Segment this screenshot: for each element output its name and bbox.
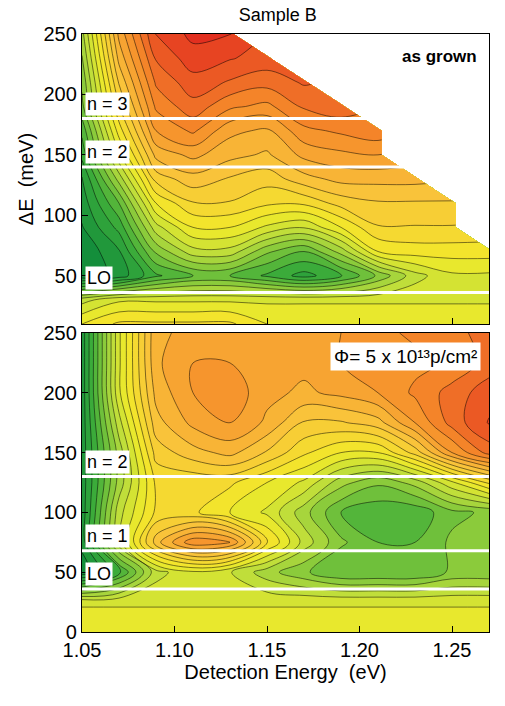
svg-text:n = 1: n = 1 <box>87 526 128 546</box>
svg-text:Sample B: Sample B <box>239 5 317 25</box>
svg-text:1.25: 1.25 <box>433 639 472 661</box>
svg-text:150: 150 <box>43 442 76 464</box>
svg-text:200: 200 <box>43 83 76 105</box>
svg-text:ΔE (meV): ΔE (meV) <box>15 133 37 225</box>
svg-text:1.05: 1.05 <box>63 639 102 661</box>
svg-text:n = 2: n = 2 <box>87 452 128 472</box>
svg-text:LO: LO <box>87 268 111 288</box>
svg-text:as grown: as grown <box>402 47 477 66</box>
svg-text:150: 150 <box>43 144 76 166</box>
svg-text:250: 250 <box>43 322 76 344</box>
svg-text:n = 2: n = 2 <box>87 142 128 162</box>
svg-text:100: 100 <box>43 204 76 226</box>
svg-text:Detection Energy (eV): Detection Energy (eV) <box>184 661 386 683</box>
svg-text:100: 100 <box>43 501 76 523</box>
svg-text:1.10: 1.10 <box>155 639 194 661</box>
svg-text:Φ= 5 x 10¹³p/cm²: Φ= 5 x 10¹³p/cm² <box>334 346 477 367</box>
svg-text:n = 3: n = 3 <box>87 94 128 114</box>
svg-text:50: 50 <box>55 561 77 583</box>
svg-text:0: 0 <box>66 621 77 643</box>
svg-text:250: 250 <box>43 23 76 45</box>
svg-text:1.20: 1.20 <box>340 639 379 661</box>
svg-text:50: 50 <box>55 265 77 287</box>
svg-text:1.15: 1.15 <box>248 639 287 661</box>
svg-text:200: 200 <box>43 382 76 404</box>
svg-text:LO: LO <box>87 564 111 584</box>
